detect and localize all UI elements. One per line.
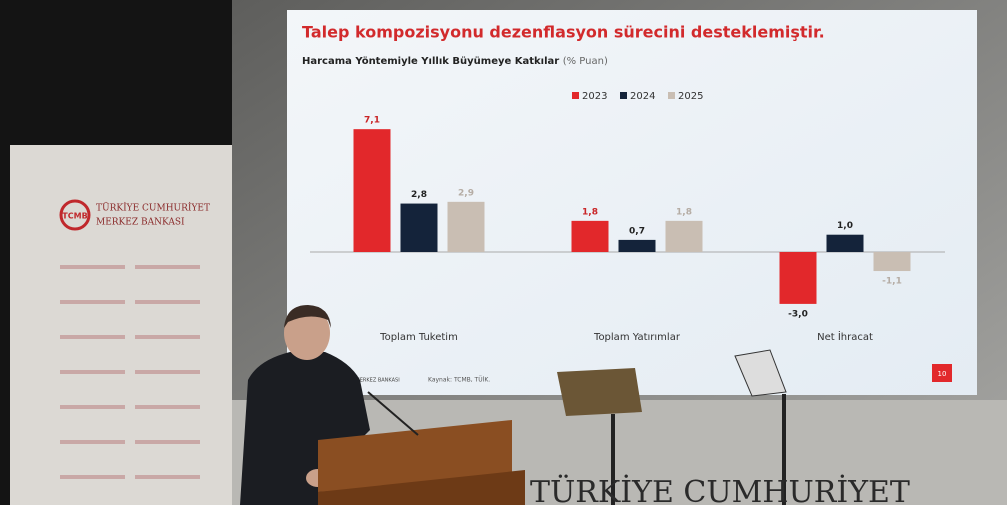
bar <box>619 240 656 252</box>
scene: TCMB TÜRKİYE CUMHURİYET MERKEZ BANKASI T… <box>0 0 1007 505</box>
bar <box>448 202 485 252</box>
music-stand <box>557 368 642 416</box>
legend-swatch <box>620 92 627 99</box>
value-label: 7,1 <box>364 116 380 126</box>
value-label: 0,7 <box>629 226 645 236</box>
legend-label: 2024 <box>630 91 655 102</box>
legend-swatch <box>668 92 675 99</box>
x-tick-label: Toplam Yatırımlar <box>593 332 681 343</box>
value-label: 1,8 <box>582 207 598 217</box>
legend-label: 2025 <box>678 91 703 102</box>
source: Kaynak: TCMB, TÜİK. <box>428 377 490 384</box>
banner <box>10 145 232 505</box>
bar <box>572 221 609 252</box>
legend-swatch <box>572 92 579 99</box>
page-number: 10 <box>938 370 947 378</box>
banner-logo: TCMB <box>62 212 87 221</box>
legend-label: 2023 <box>582 91 607 102</box>
value-label: 1,0 <box>837 221 853 231</box>
chart-title: Talep kompozisyonu dezenflasyon sürecini… <box>302 23 825 42</box>
bar <box>780 252 817 304</box>
stage-text: TÜRKİYE CUMHURİYET <box>530 474 910 505</box>
x-tick-label: Toplam Tuketim <box>379 332 458 343</box>
bar <box>401 204 438 252</box>
subtitle-text: Harcama Yöntemiyle Yıllık Büyümeye Katkı… <box>302 56 559 67</box>
subtitle-unit: (% Puan) <box>563 56 608 67</box>
value-label: 1,8 <box>676 207 692 217</box>
banner-line2: MERKEZ BANKASI <box>96 218 185 228</box>
value-label: -1,1 <box>882 277 902 287</box>
bar <box>666 221 703 252</box>
x-tick-label: Net İhracat <box>817 330 873 343</box>
banner-line1: TÜRKİYE CUMHURİYET <box>96 202 210 214</box>
chart-subtitle: Harcama Yöntemiyle Yıllık Büyümeye Katkı… <box>302 56 608 67</box>
value-label: -3,0 <box>788 309 808 319</box>
value-label: 2,8 <box>411 190 427 200</box>
value-label: 2,9 <box>458 188 474 198</box>
bar <box>874 252 911 271</box>
bar <box>354 129 391 252</box>
bar <box>827 235 864 252</box>
